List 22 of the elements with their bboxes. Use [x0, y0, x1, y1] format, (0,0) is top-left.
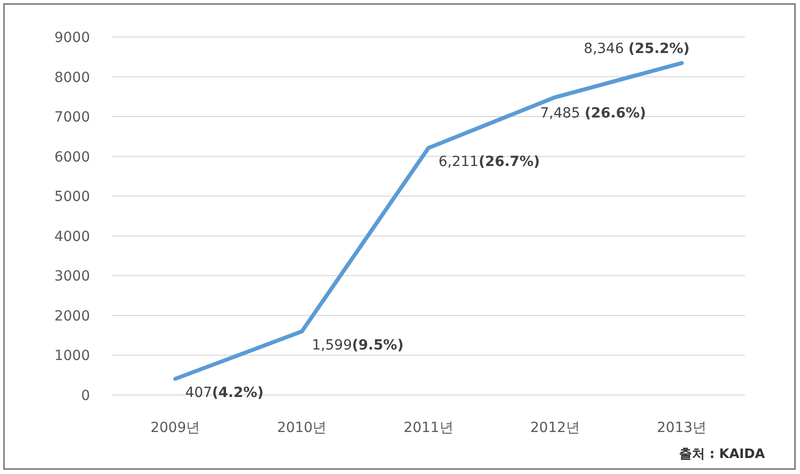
y-tick-label: 2000 [54, 308, 90, 324]
y-tick-label: 4000 [54, 228, 90, 245]
y-tick-label: 3000 [54, 268, 90, 285]
data-label: 7,485 (26.6%) [540, 105, 646, 122]
x-tick-label: 2012년 [530, 420, 580, 436]
x-tick-label: 2013년 [656, 420, 707, 436]
data-label: 6,211(26.7%) [438, 154, 540, 170]
x-tick-label: 2010년 [277, 420, 327, 436]
text: 출처 : KAIDA [678, 447, 765, 462]
line-series [173, 61, 684, 381]
y-tick-label: 5000 [54, 189, 90, 206]
y-tick-label: 8000 [54, 70, 90, 86]
y-tick-label: 6000 [54, 149, 90, 166]
y-tick-label: 7000 [54, 110, 90, 126]
data-label: 407(4.2%) [185, 384, 264, 401]
x-tick-label: 2011년 [404, 420, 454, 436]
data-label: 8,346 (25.2%) [584, 41, 690, 58]
x-tick-label: 2009년 [150, 420, 200, 436]
data-label: 1,599(9.5%) [312, 337, 404, 354]
y-tick-label: 9000 [54, 30, 90, 46]
y-tick-label: 1000 [54, 348, 90, 364]
y-tick-label: 0 [81, 388, 90, 404]
